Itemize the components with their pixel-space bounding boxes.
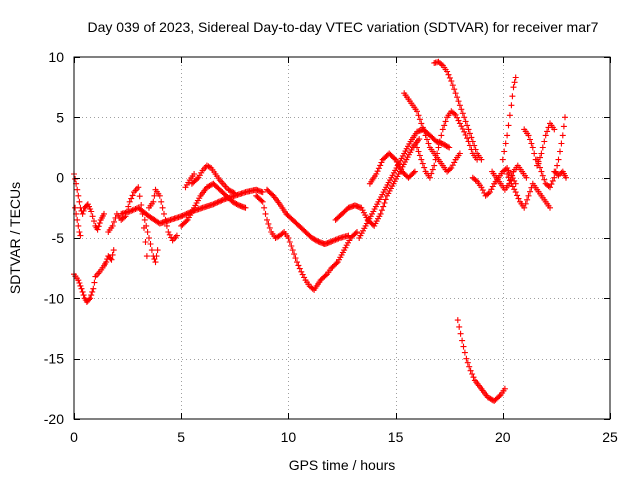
- data-marker-path: [504, 171, 553, 211]
- data-marker-path: [551, 168, 569, 181]
- data-marker-path: [454, 317, 508, 404]
- data-series-arc-8: [178, 180, 249, 229]
- data-series-arc-25: [534, 114, 568, 191]
- data-series-arc-5: [141, 216, 161, 266]
- data-marker-path: [489, 162, 530, 193]
- y-tick-label: -20: [44, 411, 64, 427]
- axis-ticks: [74, 57, 611, 420]
- data-marker-path: [534, 114, 568, 191]
- data-series-arc-21: [489, 162, 530, 193]
- data-series-arc-11: [253, 192, 360, 293]
- data-marker-path: [499, 74, 519, 163]
- data-marker-path: [366, 150, 418, 187]
- data-marker-path: [141, 216, 161, 266]
- data-series-arc-24: [521, 120, 558, 169]
- y-tick-labels: -20 -15 -10 -5 0 5 10: [44, 49, 64, 427]
- data-marker-path: [188, 162, 238, 197]
- data-marker-path: [401, 90, 463, 175]
- data-series-arc-18: [431, 58, 485, 163]
- data-marker-path: [118, 186, 266, 227]
- x-tick-label: 25: [602, 429, 618, 445]
- data-marker-path: [253, 192, 360, 293]
- data-marker-path: [146, 186, 180, 244]
- data-series-arc-23: [504, 171, 553, 211]
- x-axis-label: GPS time / hours: [289, 457, 396, 473]
- chart-title: Day 039 of 2023, Sidereal Day-to-day VTE…: [88, 19, 599, 35]
- y-tick-label: -10: [44, 290, 64, 306]
- y-tick-label: 10: [48, 49, 64, 65]
- data-series-arc-17: [414, 108, 481, 181]
- data-series-arc-19: [454, 317, 508, 404]
- data-series-arc-26: [551, 168, 569, 181]
- data-series-arc-12: [264, 186, 352, 247]
- data-series-arc-10: [182, 171, 198, 191]
- data-series-arc-16: [401, 90, 463, 175]
- data-marker-path: [182, 171, 198, 191]
- data-series-arc-3: [72, 204, 84, 239]
- data-series-arc-15: [366, 150, 418, 187]
- x-tick-label: 5: [177, 429, 185, 445]
- data-series-arc-9: [188, 162, 238, 197]
- data-series-arc-7: [118, 186, 266, 227]
- x-tick-label: 10: [281, 429, 297, 445]
- data-marker-path: [72, 204, 84, 239]
- data-series-arc-6: [146, 186, 180, 244]
- data-marker-path: [521, 120, 558, 169]
- x-tick-labels: 0 5 10 15 20 25: [70, 429, 618, 445]
- data-marker-path: [178, 180, 249, 229]
- y-tick-label: -5: [52, 230, 65, 246]
- y-tick-label: -15: [44, 351, 64, 367]
- data-series-arc-22: [499, 74, 519, 163]
- x-tick-label: 15: [388, 429, 404, 445]
- y-tick-label: 0: [56, 170, 64, 186]
- y-tick-label: 5: [56, 109, 64, 125]
- data-marker-path: [264, 186, 352, 247]
- data-marker-path: [414, 108, 481, 181]
- x-tick-label: 20: [495, 429, 511, 445]
- data-marker-path: [431, 58, 485, 163]
- y-axis-label: SDTVAR / TECUs: [7, 182, 23, 294]
- data-points: [71, 58, 569, 404]
- x-tick-label: 0: [70, 429, 78, 445]
